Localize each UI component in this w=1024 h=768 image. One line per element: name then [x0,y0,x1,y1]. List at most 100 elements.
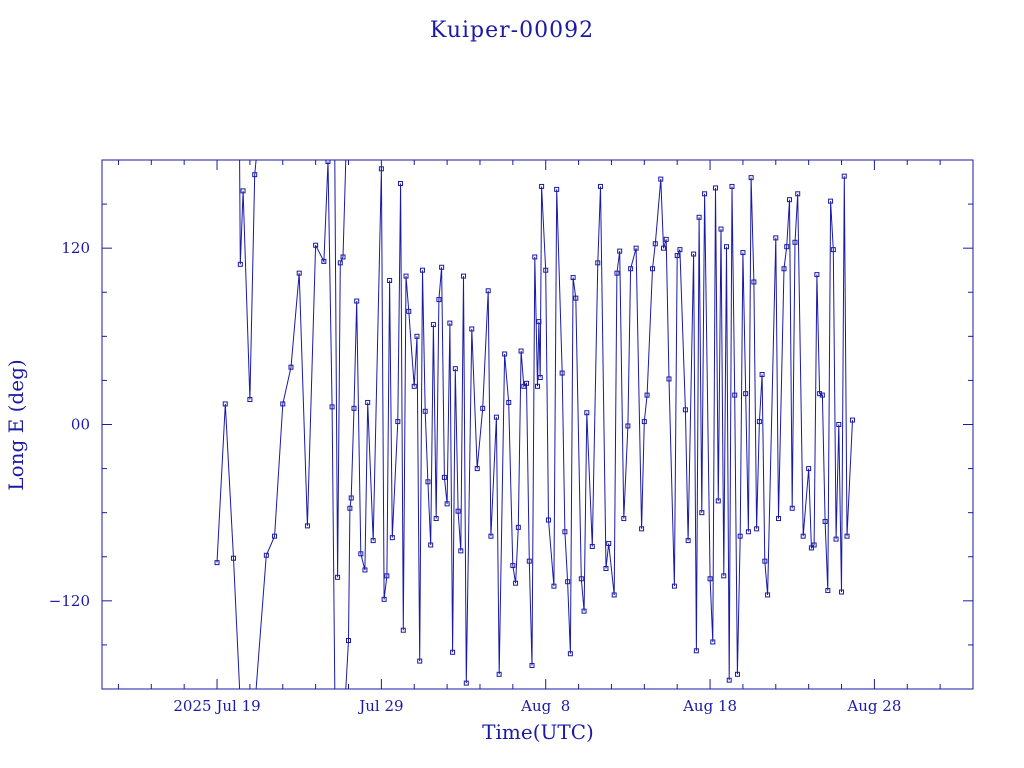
data-point [485,288,491,294]
data-point [567,651,573,657]
data-point [773,235,779,241]
data-point [463,680,469,686]
data-point [441,474,447,480]
data-point [411,383,417,389]
data-point [849,417,855,423]
data-point [702,191,708,197]
data-point [562,529,568,535]
data-point [734,671,740,677]
data-point [230,555,236,561]
data-point [474,466,480,472]
y-axis-ticks: 120 00 −120 [49,203,973,646]
data-point [641,419,647,425]
data-point [581,608,587,614]
data-point [682,407,688,413]
data-point [536,319,542,325]
data-point [521,383,527,389]
data-point [754,526,760,532]
data-point [811,542,817,548]
data-point [740,250,746,256]
data-point [237,261,243,267]
data-point [674,253,680,259]
data-point [693,648,699,654]
data-point [551,583,557,589]
data-point [288,364,294,370]
data-point [263,552,269,558]
data-point [240,188,246,194]
data-point [789,505,795,511]
y-tick-label: 120 [61,239,90,257]
data-point [515,524,521,530]
data-point [660,245,666,251]
data-point [348,495,354,501]
data-point [792,239,798,245]
data-point [506,399,512,405]
data-point [450,649,456,655]
data-point [696,214,702,220]
data-point [737,533,743,539]
data-point [452,366,458,372]
data-point [417,658,423,664]
data-point [718,226,724,232]
data-point [723,244,729,250]
data-point [370,538,376,544]
data-point [433,516,439,522]
data-point [559,370,565,376]
data-point [272,533,278,539]
x-axis-label: Time(UTC) [482,720,594,744]
data-point [362,567,368,573]
data-point [677,247,683,253]
data-point [578,576,584,582]
data-point [537,374,543,380]
data-point [214,560,220,566]
data-point [381,596,387,602]
data-point [825,588,831,594]
data-point [729,183,735,189]
data-point [841,173,847,179]
data-point [617,248,623,254]
data-point [786,197,792,203]
data-point [425,479,431,485]
data-point [337,260,343,266]
data-point [822,518,828,524]
data-point [621,516,627,522]
data-point [406,308,412,314]
data-point [455,508,461,514]
data-point [222,401,228,407]
data-point [321,258,327,264]
data-point [814,272,820,278]
data-point [428,542,434,548]
data-point [584,410,590,416]
data-point [480,405,486,411]
x-tick-label: Aug 18 [682,697,737,715]
data-point [329,404,335,410]
data-point [817,391,823,397]
data-point [461,273,467,279]
data-point [518,348,524,354]
data-point [595,260,601,266]
data-point [493,414,499,420]
data-point [666,376,672,382]
data-point [539,183,545,189]
data-point [652,241,658,247]
data-point [340,254,346,260]
series-0-line [239,160,257,400]
data-point [808,545,814,551]
data-point [573,295,579,301]
x-axis-ticks: 2025 Jul 19 Jul 29 Aug 8 Aug 18 Aug 28 [117,160,941,715]
data-point [304,523,310,529]
data-point [280,401,286,407]
data-point [387,277,393,283]
data-point [400,627,406,633]
series-0-line [216,403,241,689]
data-point [732,392,738,398]
data-point [403,273,409,279]
data-point [784,244,790,250]
data-point [543,267,549,273]
data-point [247,397,253,403]
data-point [611,592,617,598]
data-point [606,541,612,547]
data-point [488,533,494,539]
data-point [384,573,390,579]
data-point [628,266,634,272]
